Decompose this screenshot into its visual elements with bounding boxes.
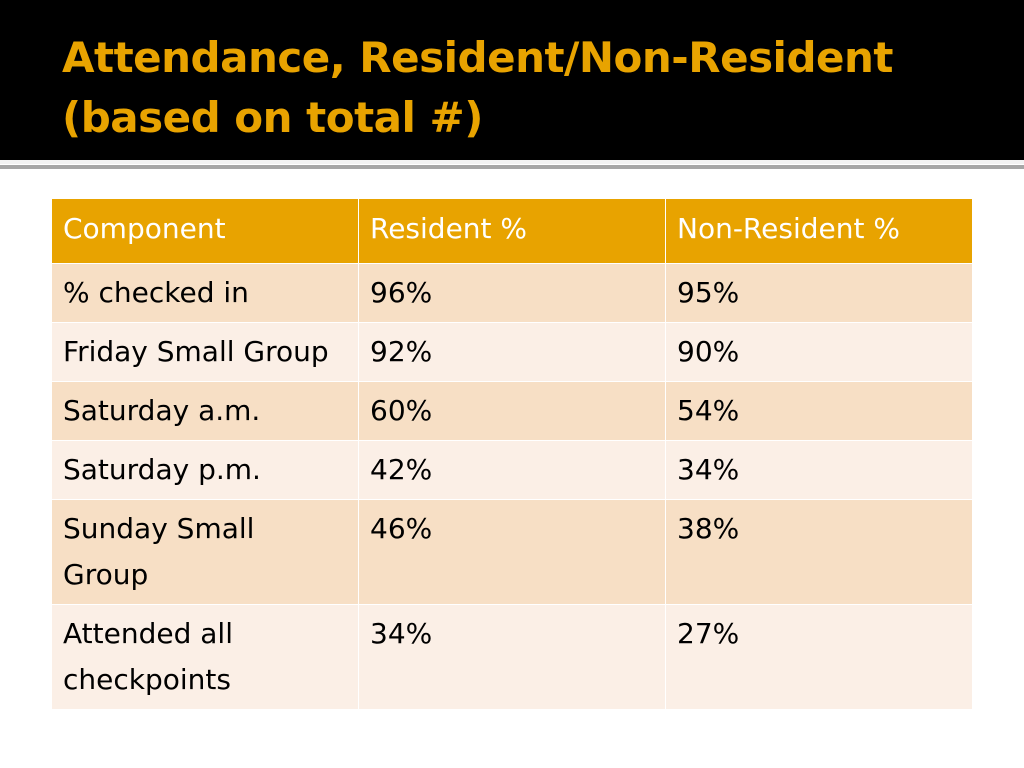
header-resident-percent: Resident % (358, 198, 666, 264)
non-resident-percent-cell: 54% (665, 381, 973, 441)
header-component: Component (51, 198, 359, 264)
non-resident-percent-cell: 95% (665, 263, 973, 323)
resident-percent-cell: 96% (358, 263, 666, 323)
resident-percent-cell: 34% (358, 604, 666, 710)
attendance-table: Component Resident % Non-Resident % % ch… (51, 198, 973, 710)
resident-percent-cell: 60% (358, 381, 666, 441)
non-resident-percent-cell: 38% (665, 499, 973, 605)
table-row: Friday Small Group 92% 90% (51, 322, 973, 382)
title-divider-light (0, 160, 1024, 164)
component-cell: Saturday p.m. (51, 440, 359, 500)
table-header-row: Component Resident % Non-Resident % (51, 198, 973, 264)
table-row: % checked in 96% 95% (51, 263, 973, 323)
table-row: Saturday a.m. 60% 54% (51, 381, 973, 441)
component-cell: % checked in (51, 263, 359, 323)
non-resident-percent-cell: 27% (665, 604, 973, 710)
table-row: Attended all checkpoints 34% 27% (51, 604, 973, 710)
component-cell: Attended all checkpoints (51, 604, 359, 710)
table-row: Sunday Small Group 46% 38% (51, 499, 973, 605)
component-cell: Sunday Small Group (51, 499, 359, 605)
title-divider-grey (0, 165, 1024, 169)
resident-percent-cell: 42% (358, 440, 666, 500)
component-cell: Saturday a.m. (51, 381, 359, 441)
resident-percent-cell: 92% (358, 322, 666, 382)
non-resident-percent-cell: 34% (665, 440, 973, 500)
component-cell: Friday Small Group (51, 322, 359, 382)
attendance-table-container: Component Resident % Non-Resident % % ch… (51, 198, 973, 710)
resident-percent-cell: 46% (358, 499, 666, 605)
table-row: Saturday p.m. 42% 34% (51, 440, 973, 500)
slide-title: Attendance, Resident/Non-Resident (based… (62, 33, 894, 142)
title-band: Attendance, Resident/Non-Resident (based… (0, 0, 1024, 160)
header-non-resident-percent: Non-Resident % (665, 198, 973, 264)
non-resident-percent-cell: 90% (665, 322, 973, 382)
